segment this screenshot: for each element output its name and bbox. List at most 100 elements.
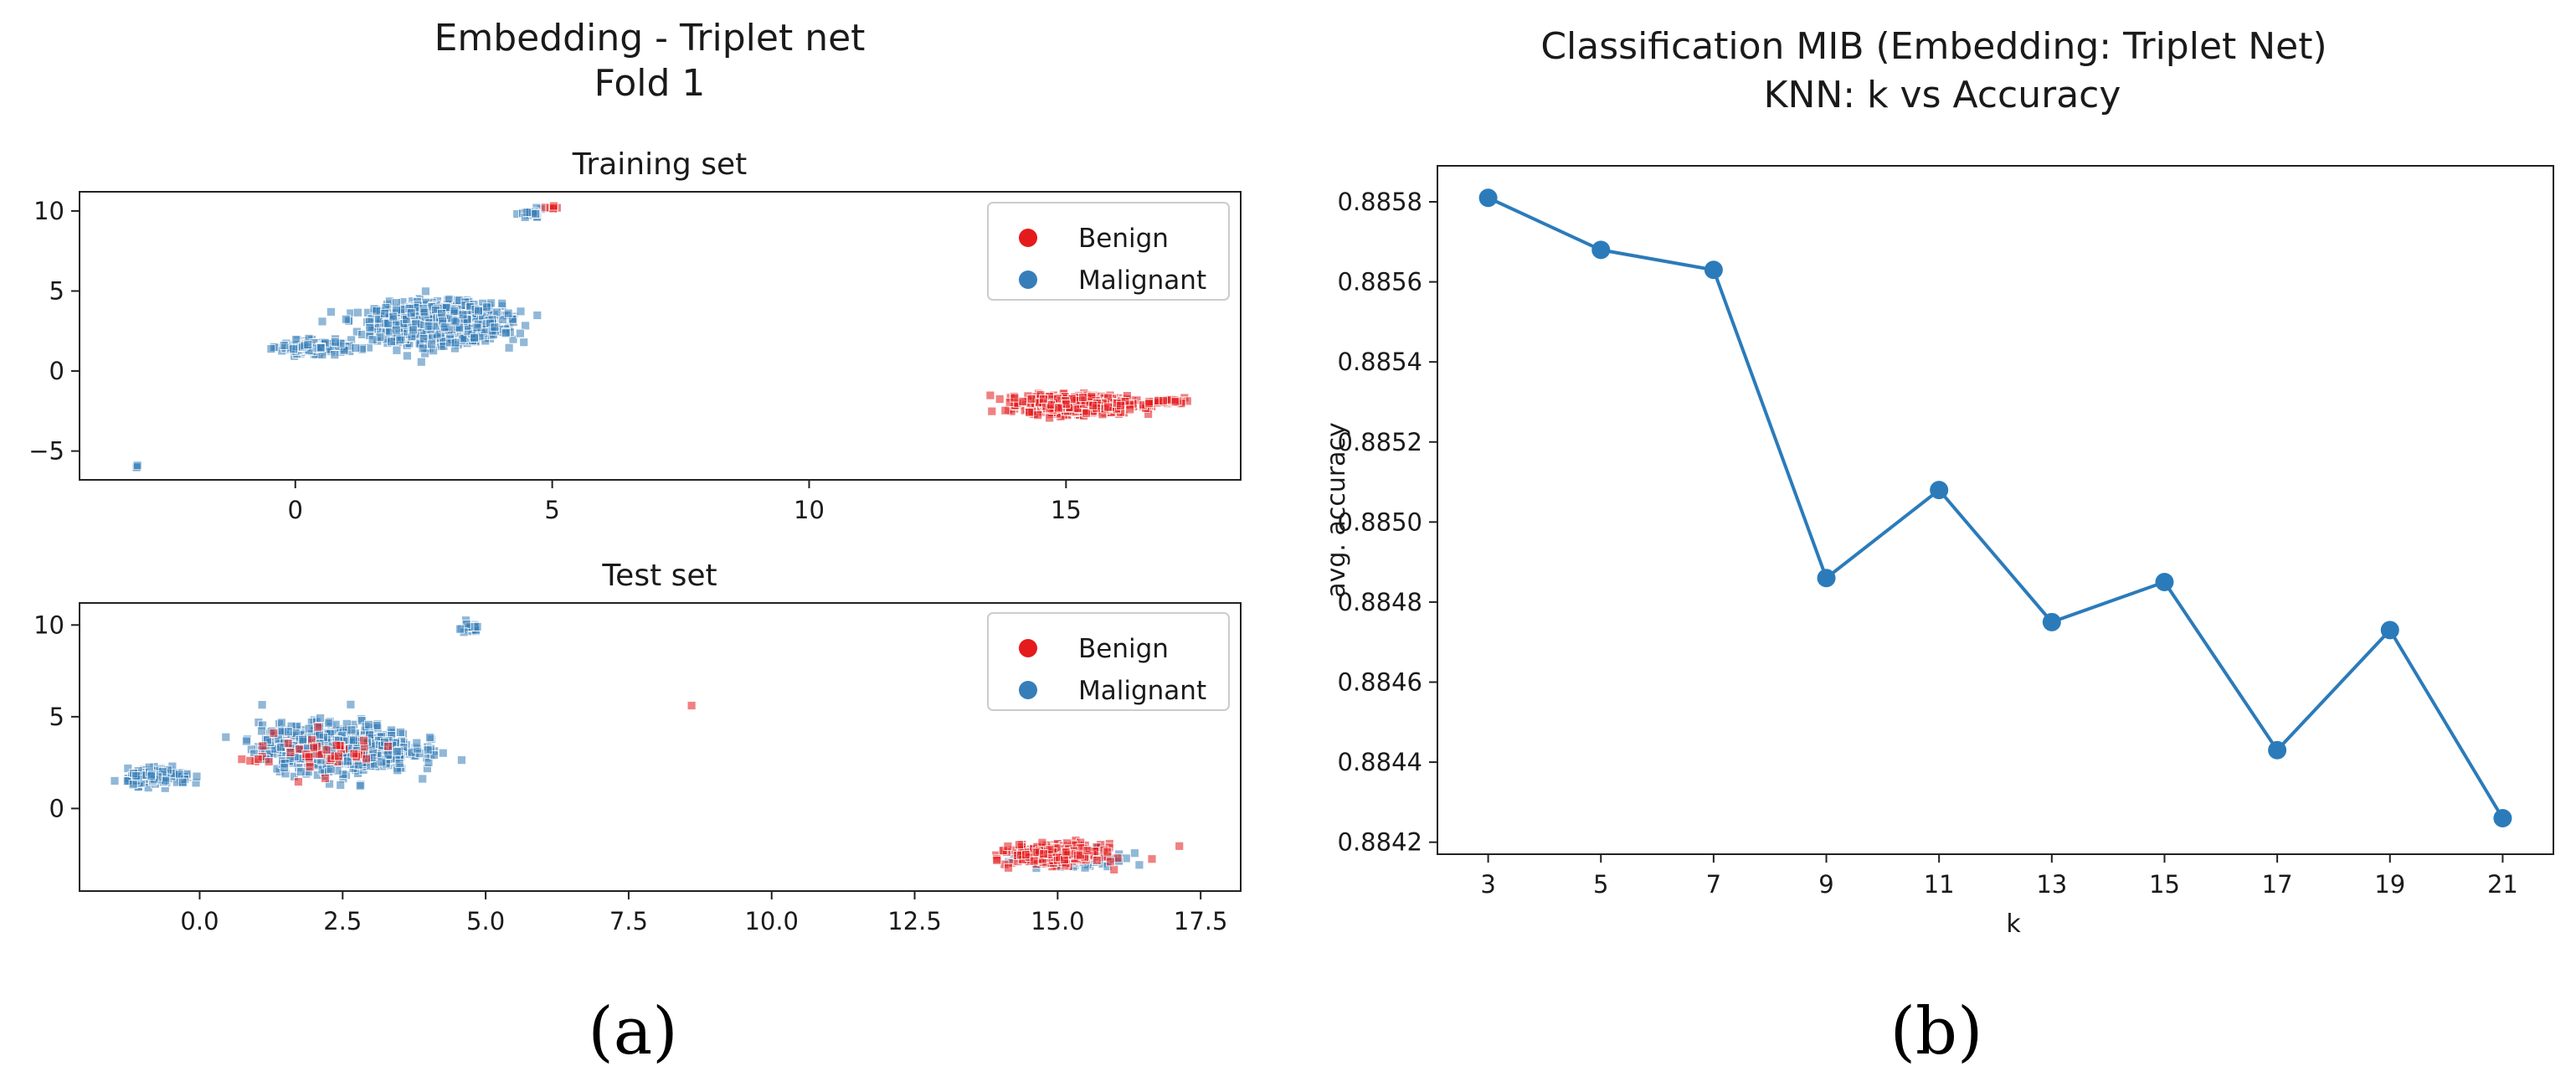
benign-point: [321, 773, 330, 783]
test-legend: Benign Malignant: [987, 612, 1230, 711]
benign-point: [1037, 837, 1047, 848]
knn-data-point: [2380, 621, 2399, 640]
y-tick-label: 0.8856: [1338, 268, 1422, 296]
malignant-point: [280, 763, 290, 773]
malignant-point: [425, 733, 434, 742]
x-tick-label: 19: [2374, 870, 2405, 899]
malignant-point: [391, 325, 401, 335]
malignant-point: [532, 311, 542, 320]
malignant-point: [353, 760, 363, 770]
benign-point: [305, 762, 315, 772]
malignant-point: [394, 759, 404, 768]
malignant-point: [372, 306, 382, 316]
training-points: [131, 201, 1192, 472]
benign-point: [253, 755, 263, 764]
benign-point: [1103, 847, 1113, 857]
benign-point: [1045, 413, 1054, 423]
benign-point: [1039, 849, 1048, 858]
malignant-point: [427, 339, 437, 349]
benign-point: [1105, 857, 1115, 867]
x-tick-label: 10.0: [744, 907, 799, 935]
x-tick-label: 0.0: [180, 907, 219, 935]
knn-axes-frame: [1437, 165, 2554, 855]
malignant-point: [472, 622, 482, 631]
malignant-point: [519, 337, 529, 348]
malignant-point: [458, 310, 468, 320]
benign-point: [237, 755, 247, 764]
x-tick-label: 9: [1818, 870, 1833, 899]
malignant-point: [279, 341, 289, 350]
training-set-title: Training set: [572, 147, 748, 182]
benign-point: [995, 394, 1005, 404]
malignant-point: [455, 624, 465, 634]
x-tick-label: 11: [1924, 870, 1955, 899]
figure-a-title-line1: Embedding - Triplet net: [434, 17, 866, 59]
malignant-point: [424, 757, 434, 767]
malignant-point: [392, 345, 402, 355]
test-points: [110, 616, 1185, 874]
benign-point: [1021, 850, 1031, 860]
benign-point: [686, 701, 697, 710]
benign-point: [285, 748, 296, 757]
knn-data-point: [2042, 612, 2061, 631]
benign-point: [1025, 408, 1035, 417]
benign-point: [293, 777, 303, 786]
y-tick-label: 0: [49, 357, 64, 385]
malignant-point: [470, 332, 479, 343]
malignant-legend-marker: [1019, 681, 1037, 699]
y-tick-label: 0.8854: [1338, 348, 1422, 376]
benign-point: [1062, 399, 1071, 409]
y-tick-label: 5: [49, 703, 64, 731]
training-x-ticks: 0 5 10 15: [288, 480, 1082, 524]
malignant-point: [276, 718, 286, 728]
y-tick-label: 0.8842: [1338, 828, 1422, 857]
x-tick-label: 3: [1480, 870, 1495, 899]
malignant-point: [303, 340, 313, 350]
malignant-point: [110, 776, 120, 786]
y-tick-label: −5: [28, 437, 64, 466]
malignant-point: [368, 335, 378, 345]
training-axes-frame: [79, 191, 1242, 481]
benign-point: [333, 751, 343, 761]
malignant-point: [291, 335, 301, 344]
knn-y-ticks: 0.8842 0.8844 0.8846 0.8848 0.8850 0.8852 0.88…: [1338, 188, 1437, 857]
malignant-point: [450, 306, 460, 316]
training-scatter-plot: Training set 0 5 10 15 −5 0 5 10 Benign Maligna…: [28, 147, 1242, 524]
malignant-point: [347, 725, 357, 735]
malignant-point: [128, 780, 138, 790]
malignant-point: [482, 302, 491, 312]
legend-frame: [987, 612, 1230, 711]
malignant-point: [316, 343, 326, 353]
knn-series: [1478, 188, 2512, 827]
malignant-point: [330, 350, 340, 360]
malignant-point: [504, 343, 514, 353]
y-tick-label: 5: [49, 276, 64, 305]
malignant-legend-label: Malignant: [1078, 265, 1206, 296]
malignant-point: [424, 321, 434, 331]
malignant-point: [490, 322, 500, 332]
y-tick-label: 0: [49, 794, 64, 822]
knn-chart-title: Classification MIB (Embedding: Triplet N…: [1540, 25, 2327, 68]
malignant-point: [351, 343, 361, 353]
malignant-point: [498, 315, 507, 324]
knn-accuracy-line-chart: Classification MIB (Embedding: Triplet N…: [1322, 25, 2554, 939]
malignant-point: [501, 328, 511, 338]
test-y-ticks: 0 5 10: [33, 611, 80, 822]
knn-x-ticks: 3 5 7 9 11 13 15 17 19 21: [1480, 854, 2518, 899]
malignant-point: [257, 700, 267, 709]
x-tick-label: 17: [2262, 870, 2293, 899]
x-tick-label: 5.0: [466, 907, 505, 935]
benign-point: [1003, 842, 1013, 851]
benign-point: [1109, 865, 1119, 874]
malignant-point: [531, 209, 541, 219]
benign-point: [309, 743, 318, 753]
test-set-title: Test set: [601, 559, 717, 593]
benign-point: [1015, 840, 1024, 850]
malignant-point: [296, 767, 306, 776]
malignant-point: [365, 323, 375, 332]
malignant-point: [241, 736, 251, 746]
x-tick-label: 10: [794, 496, 825, 524]
y-tick-label: 0.8852: [1338, 428, 1422, 456]
malignant-legend-marker: [1019, 270, 1037, 289]
test-scatter-plot: Test set 0.0 2.5 5.0 7.5 10.0 12.5 15.0 17.5 0 5…: [33, 559, 1242, 935]
